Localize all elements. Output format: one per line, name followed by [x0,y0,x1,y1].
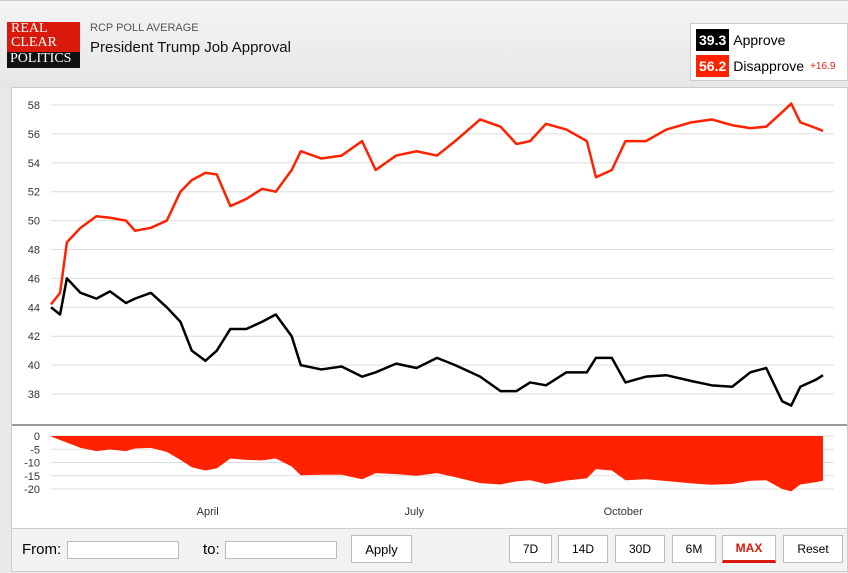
y-tick-label: 58 [28,100,40,112]
from-input[interactable] [67,541,179,559]
y-tick-label: 52 [28,187,40,199]
approve-line [50,277,824,407]
y-tick-label: 54 [28,158,40,170]
spread-value: +16.9 [810,60,836,72]
chart-area: 38 40 42 44 46 48 50 52 54 56 58 0 -5 -10 -15 -20 April J… [11,87,848,529]
x-tick-label: April [197,506,219,518]
x-tick-label: July [405,506,425,518]
spread-y-tick-label: 0 [34,431,40,443]
y-tick-label: 40 [28,360,40,372]
spread-y-tick-label: -10 [24,458,40,470]
legend-disapprove: 56.2 Disapprove +16.9 [696,54,835,78]
chart-svg: 38 40 42 44 46 48 50 52 54 56 58 0-5 -10-15-20 April J… [12,100,847,518]
disapprove-label: Disapprove [733,58,805,74]
logo-line: CLEAR [11,35,57,50]
apply-button[interactable]: Apply [351,535,412,563]
spread-y-tick-label: -5 [30,444,40,456]
y-tick-label: 42 [28,331,40,343]
legend: 39.3 Approve 56.2 Disapprove +16.9 [690,23,848,81]
rcp-logo[interactable]: REAL CLEAR POLITICS [7,22,80,68]
range-max-button[interactable]: MAX [722,535,776,563]
x-tick-label: October [604,506,643,518]
spread-y-tick-label: -15 [24,471,40,483]
to-input[interactable] [225,541,337,559]
approve-value: 39.3 [696,29,730,51]
reset-button[interactable]: Reset [783,535,843,563]
range-30d-button[interactable]: 30D [615,535,665,563]
y-tick-label: 46 [28,273,40,285]
subtitle: RCP POLL AVERAGE [90,22,199,34]
range-controls: From: to: Apply 7D 14D 30D 6M MAX Reset [11,528,848,572]
legend-approve: 39.3 Approve [696,28,785,52]
approve-label: Approve [733,32,786,48]
spread-y-tick-label: -20 [24,484,40,496]
header: REAL CLEAR POLITICS RCP POLL AVERAGE Pre… [0,0,848,89]
to-label: to: [203,541,220,558]
y-tick-label: 48 [28,245,40,257]
disapprove-line [50,102,824,306]
y-tick-label: 44 [28,302,40,314]
spread-area [51,436,823,492]
y-tick-label: 50 [28,216,40,228]
range-7d-button[interactable]: 7D [509,535,552,563]
from-label: From: [22,541,62,558]
logo-line: REAL [11,21,48,36]
range-6m-button[interactable]: 6M [672,535,716,563]
logo-line: POLITICS [7,52,80,68]
y-tick-label: 56 [28,129,40,141]
disapprove-value: 56.2 [696,55,730,77]
range-14d-button[interactable]: 14D [558,535,608,563]
y-tick-label: 38 [28,389,40,401]
page-title: President Trump Job Approval [90,39,291,56]
